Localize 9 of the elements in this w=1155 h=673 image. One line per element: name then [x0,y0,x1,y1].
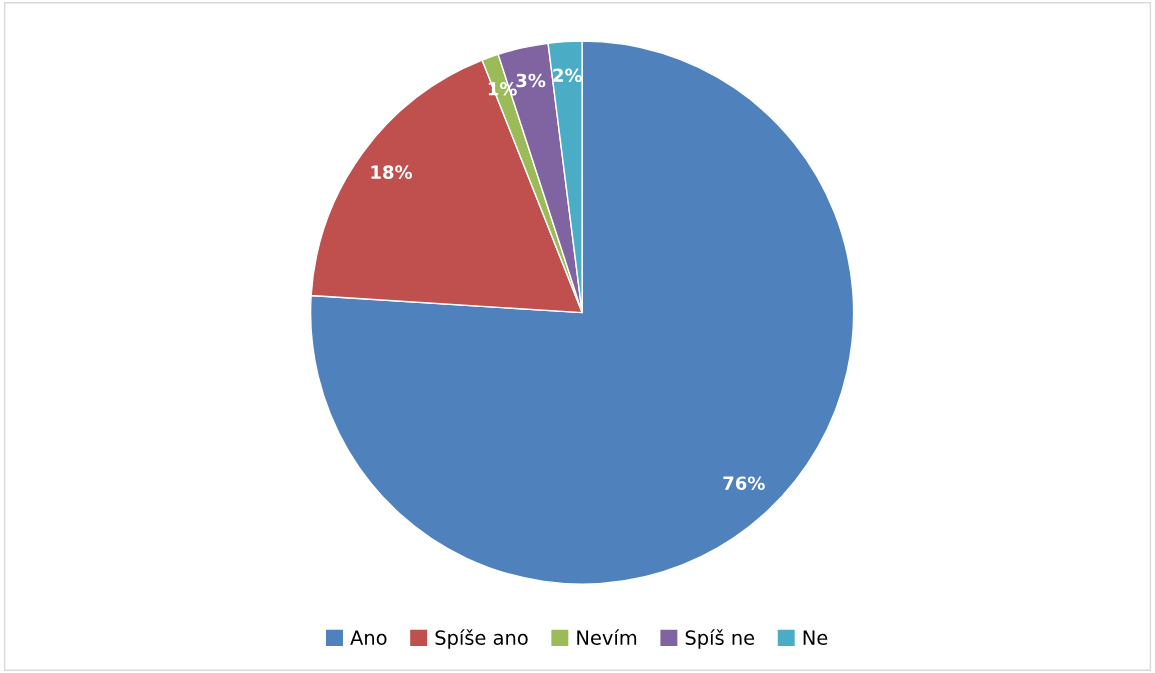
legend-label: Spíše ano [435,629,528,649]
legend-label: Ano [350,630,387,645]
data-label: 76% [723,476,765,491]
pie-slice [309,40,855,585]
legend-label: Nevím [577,629,637,645]
legend-label: Ne [803,630,828,645]
data-label: 3% [516,73,546,88]
data-label: 18% [371,165,413,179]
legend-label: Spíš ne [685,629,755,649]
